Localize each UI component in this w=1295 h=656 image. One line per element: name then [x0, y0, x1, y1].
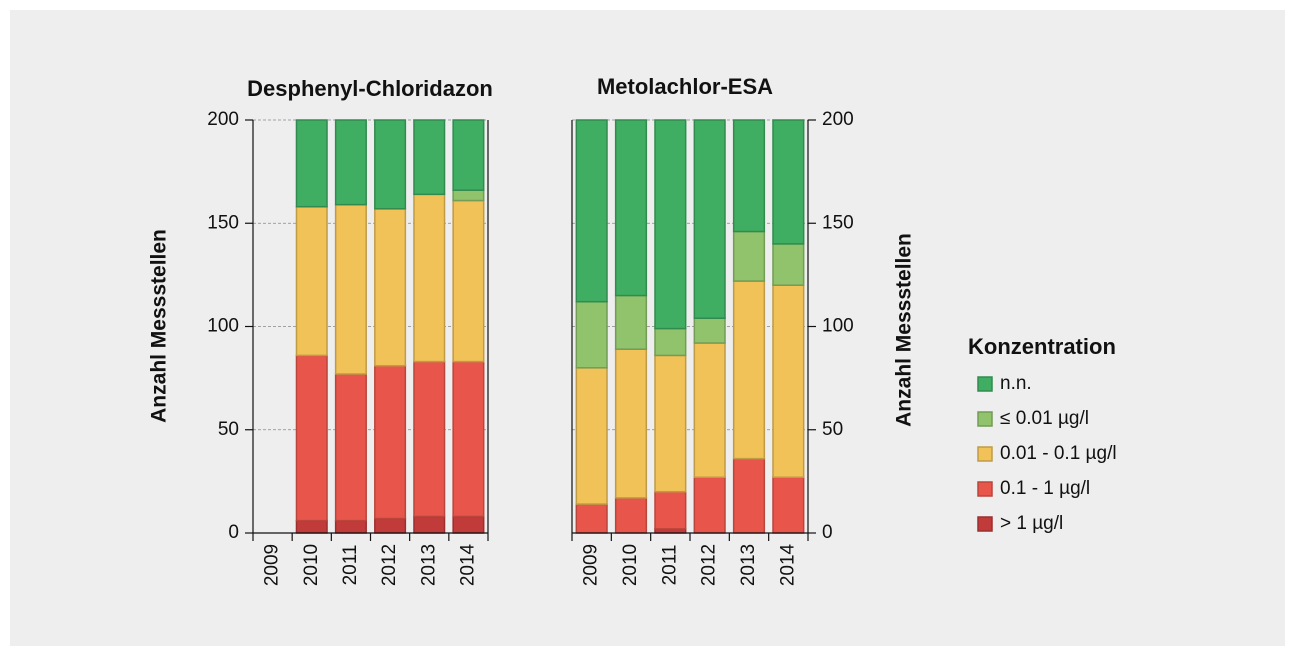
- bar-segment: [614, 294, 648, 350]
- bar-segment: [654, 327, 687, 357]
- bar-segment: [334, 373, 367, 522]
- legend-swatch: [977, 376, 993, 392]
- x-tick-label: 2010: [620, 544, 641, 586]
- bar-segment: [452, 199, 485, 363]
- y-tick-label: 0: [822, 522, 833, 543]
- y-tick-label: 0: [228, 522, 239, 543]
- bar-segment: [452, 119, 485, 191]
- bar-segment: [693, 342, 726, 478]
- legend-label: ≤ 0.01 µg/l: [1000, 408, 1089, 429]
- bar-segment: [772, 476, 805, 534]
- legend-title: Konzentration: [968, 334, 1116, 359]
- x-tick-label: 2012: [379, 544, 400, 586]
- chart-title: Metolachlor-ESA: [597, 74, 773, 99]
- bar-segment: [772, 243, 805, 286]
- bar-segment: [693, 476, 726, 534]
- y-tick-label: 50: [822, 419, 843, 440]
- bar-segment: [374, 208, 407, 367]
- y-tick-label: 100: [207, 316, 239, 337]
- bar-segment: [614, 497, 648, 534]
- y-tick-label: 200: [207, 109, 239, 130]
- background: [10, 10, 1285, 646]
- bar-segment: [413, 360, 446, 518]
- bar-segment: [575, 367, 608, 505]
- bar-segment: [295, 519, 328, 534]
- y-tick-label: 150: [207, 212, 239, 233]
- legend-swatch: [977, 481, 993, 497]
- bar-segment: [334, 203, 367, 375]
- bar-segment: [413, 193, 446, 363]
- x-tick-label: 2011: [659, 545, 680, 586]
- bar-segment: [693, 119, 726, 319]
- x-tick-label: 2014: [457, 543, 478, 586]
- bar-segment: [413, 119, 446, 196]
- bar-segment: [374, 517, 407, 534]
- x-tick-label: 2010: [301, 544, 322, 586]
- y-tick-label: 50: [218, 419, 239, 440]
- legend-label: > 1 µg/l: [1000, 513, 1063, 534]
- legend-swatch: [977, 411, 993, 427]
- bar-segment: [452, 360, 485, 518]
- x-tick-label: 2014: [777, 543, 798, 586]
- bar-segment: [654, 490, 687, 530]
- bar-segment: [732, 457, 766, 534]
- bar-segment: [295, 354, 328, 522]
- x-tick-label: 2012: [699, 544, 720, 586]
- bar-segment: [693, 317, 726, 344]
- x-tick-label: 2013: [418, 544, 439, 586]
- bar-segment: [452, 515, 485, 534]
- y-axis-label: Anzahl Messstellen: [148, 229, 171, 423]
- x-tick-label: 2013: [738, 544, 759, 586]
- legend-swatch: [977, 446, 993, 462]
- legend-label: 0.1 - 1 µg/l: [1000, 478, 1090, 499]
- bar-segment: [334, 519, 367, 534]
- bar-segment: [334, 119, 367, 206]
- bar-segment: [614, 119, 648, 297]
- bar-segment: [413, 515, 446, 534]
- bar-segment: [575, 300, 608, 369]
- legend-label: 0.01 - 0.1 µg/l: [1000, 443, 1117, 464]
- bar-segment: [732, 280, 766, 460]
- bar-segment: [614, 348, 648, 499]
- bar-segment: [295, 205, 328, 357]
- bar-segment: [575, 503, 608, 534]
- y-tick-label: 100: [822, 316, 854, 337]
- bar-segment: [295, 119, 328, 208]
- chart-title: Desphenyl-Chloridazon: [247, 76, 493, 101]
- bar-segment: [732, 119, 766, 233]
- legend-label: n.n.: [1000, 373, 1032, 394]
- y-axis-label: Anzahl Messstellen: [893, 233, 916, 427]
- legend-swatch: [977, 516, 993, 532]
- bar-segment: [575, 119, 608, 303]
- y-tick-label: 150: [822, 212, 854, 233]
- bar-segment: [654, 354, 687, 493]
- bar-segment: [772, 284, 805, 478]
- y-tick-label: 200: [822, 109, 854, 130]
- bar-segment: [772, 119, 805, 245]
- bar-segment: [732, 230, 766, 282]
- x-tick-label: 2009: [262, 544, 283, 586]
- bar-segment: [374, 364, 407, 520]
- bar-segment: [452, 189, 485, 202]
- x-tick-label: 2009: [581, 544, 602, 586]
- bar-segment: [654, 119, 687, 330]
- bar-segment: [374, 119, 407, 210]
- x-tick-label: 2011: [340, 545, 361, 586]
